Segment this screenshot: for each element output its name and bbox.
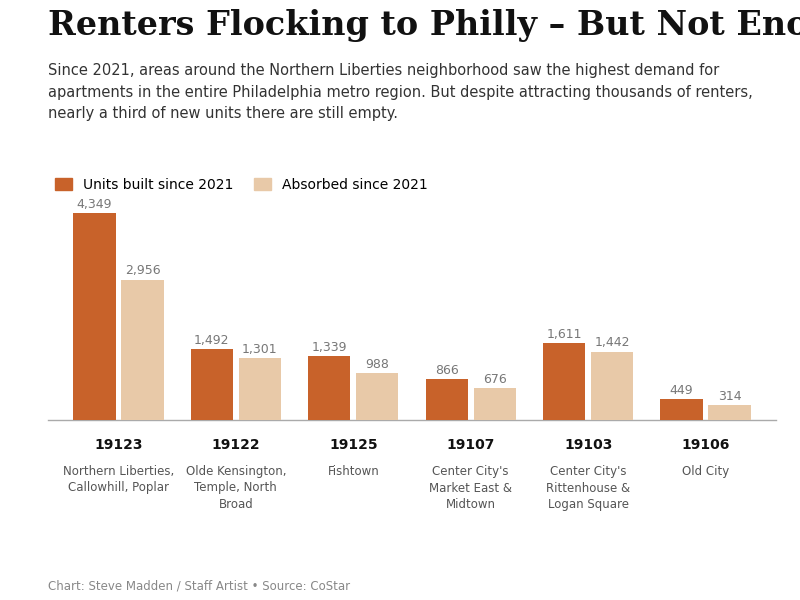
Text: Chart: Steve Madden / Staff Artist • Source: CoStar: Chart: Steve Madden / Staff Artist • Sou… — [48, 580, 350, 593]
Text: 19107: 19107 — [446, 438, 495, 452]
Text: 866: 866 — [434, 364, 458, 377]
Bar — [709, 405, 750, 420]
Text: 19106: 19106 — [682, 438, 730, 452]
Bar — [190, 349, 233, 420]
Text: Renters Flocking to Philly – But Not Enough: Renters Flocking to Philly – But Not Eno… — [48, 9, 800, 42]
Text: 1,611: 1,611 — [546, 328, 582, 341]
Text: Northern Liberties,
Callowhill, Poplar: Northern Liberties, Callowhill, Poplar — [63, 465, 174, 494]
Text: Fishtown: Fishtown — [327, 465, 379, 478]
Text: 1,339: 1,339 — [311, 341, 347, 354]
Bar — [308, 356, 350, 420]
Bar — [74, 214, 115, 420]
Bar — [474, 388, 516, 420]
Text: 1,492: 1,492 — [194, 334, 230, 347]
Text: 988: 988 — [366, 358, 390, 371]
Text: 19103: 19103 — [564, 438, 612, 452]
Bar — [660, 398, 702, 420]
Bar — [543, 343, 585, 420]
Text: Center City's
Market East &
Midtown: Center City's Market East & Midtown — [430, 465, 512, 511]
Text: 2,956: 2,956 — [125, 265, 160, 277]
Text: Since 2021, areas around the Northern Liberties neighborhood saw the highest dem: Since 2021, areas around the Northern Li… — [48, 63, 753, 121]
Text: 19123: 19123 — [94, 438, 142, 452]
Bar — [122, 280, 164, 420]
Text: 1,301: 1,301 — [242, 343, 278, 356]
Text: 4,349: 4,349 — [77, 198, 112, 211]
Text: 1,442: 1,442 — [594, 337, 630, 349]
Bar — [239, 358, 281, 420]
Text: 19122: 19122 — [211, 438, 260, 452]
Text: Center City's
Rittenhouse &
Logan Square: Center City's Rittenhouse & Logan Square — [546, 465, 630, 511]
Legend: Units built since 2021, Absorbed since 2021: Units built since 2021, Absorbed since 2… — [55, 178, 427, 192]
Text: Old City: Old City — [682, 465, 729, 478]
Text: Olde Kensington,
Temple, North
Broad: Olde Kensington, Temple, North Broad — [186, 465, 286, 511]
Text: 676: 676 — [483, 373, 506, 386]
Text: 449: 449 — [670, 383, 694, 397]
Text: 19125: 19125 — [329, 438, 378, 452]
Bar — [356, 373, 398, 420]
Text: 314: 314 — [718, 390, 742, 403]
Bar — [426, 379, 468, 420]
Bar — [591, 352, 634, 420]
